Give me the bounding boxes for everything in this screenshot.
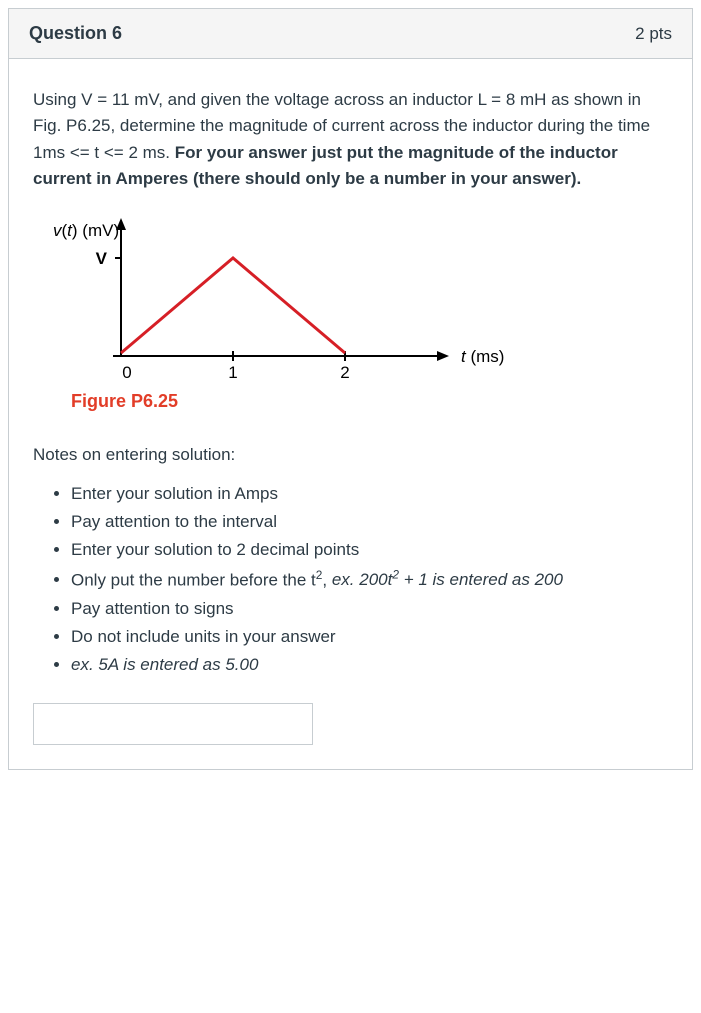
- question-title: Question 6: [29, 23, 122, 44]
- question-prompt: Using V = 11 mV, and given the voltage a…: [33, 87, 668, 192]
- question-points: 2 pts: [635, 24, 672, 44]
- svg-text:v(t) (mV): v(t) (mV): [53, 221, 119, 240]
- notes-item: Pay attention to the interval: [71, 509, 668, 535]
- figure-block: V 0 1 2 v(t) (mV) t (ms) Figure P6.25: [43, 216, 668, 416]
- notes-item: ex. 5A is entered as 5.00: [71, 652, 668, 678]
- figure-svg: V 0 1 2 v(t) (mV) t (ms): [43, 216, 513, 386]
- svg-text:1: 1: [228, 363, 237, 382]
- svg-text:0: 0: [122, 363, 131, 382]
- svg-text:V: V: [96, 249, 108, 268]
- answer-input[interactable]: [33, 703, 313, 745]
- notes-item: Pay attention to signs: [71, 596, 668, 622]
- notes-list: Enter your solution in AmpsPay attention…: [33, 481, 668, 679]
- svg-text:2: 2: [340, 363, 349, 382]
- notes-item: Enter your solution to 2 decimal points: [71, 537, 668, 563]
- figure-caption: Figure P6.25: [71, 388, 668, 416]
- notes-item: Enter your solution in Amps: [71, 481, 668, 507]
- question-container: Question 6 2 pts Using V = 11 mV, and gi…: [8, 8, 693, 770]
- svg-text:t (ms): t (ms): [461, 347, 504, 366]
- notes-heading: Notes on entering solution:: [33, 442, 668, 468]
- notes-item: Only put the number before the t2, ex. 2…: [71, 566, 668, 594]
- question-body: Using V = 11 mV, and given the voltage a…: [9, 59, 692, 769]
- notes-item: Do not include units in your answer: [71, 624, 668, 650]
- question-header: Question 6 2 pts: [9, 9, 692, 59]
